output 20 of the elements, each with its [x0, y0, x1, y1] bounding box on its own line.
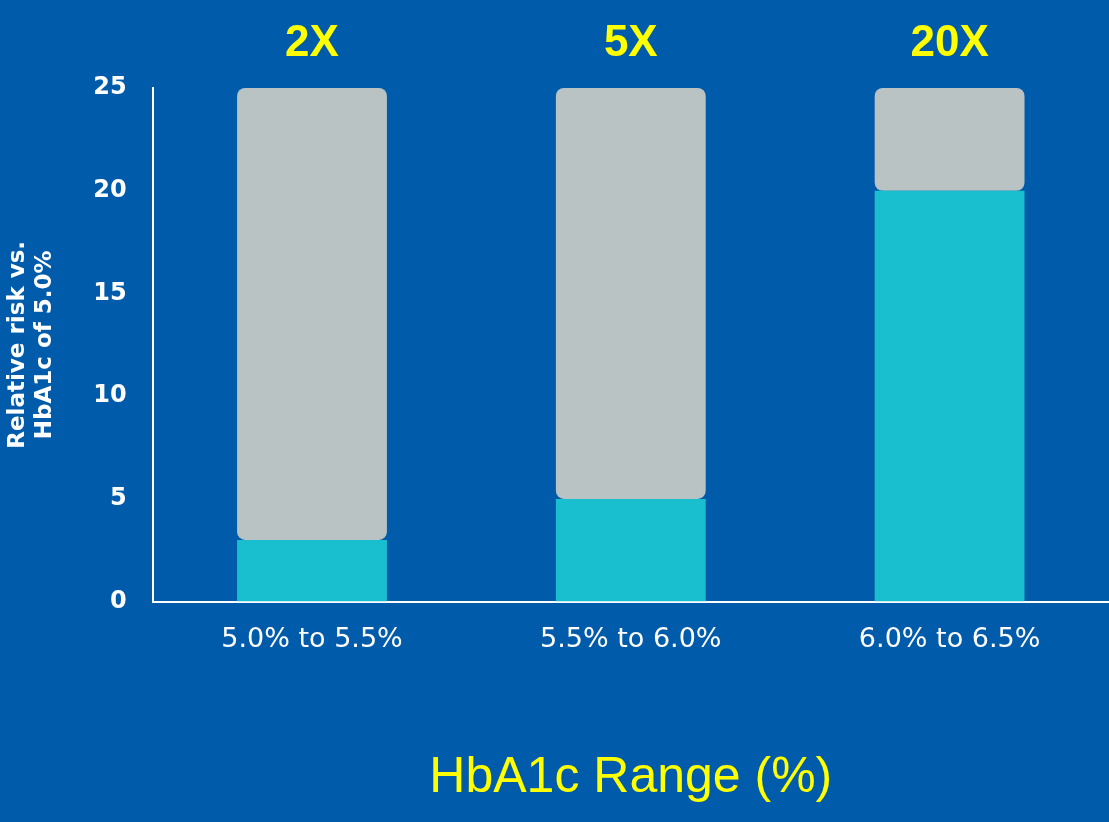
y-tick-label: 5 [109, 483, 127, 512]
bar [237, 88, 387, 540]
bar [555, 88, 706, 499]
bar [237, 539, 387, 602]
y-tick-label: 20 [93, 174, 127, 203]
text: 20X [910, 16, 989, 66]
text: 5X [603, 16, 658, 66]
x-tick-label: 5.5% to 6.0% [540, 621, 722, 653]
bar [874, 190, 1025, 602]
y-tick-label: 15 [93, 277, 127, 306]
y-axis-title: Relative risk vs. HbA1c of 5.0% [2, 240, 57, 449]
text: 2X [285, 16, 339, 66]
bar [874, 88, 1025, 191]
x-tick-label: 6.0% to 6.5% [858, 621, 1041, 653]
bar [555, 498, 706, 602]
y-tick-label: 25 [93, 72, 127, 101]
x-axis-title: HbA1c Range (%) [429, 746, 833, 803]
y-tick-label: 0 [109, 585, 127, 614]
x-tick-label: 5.0% to 5.5% [221, 621, 403, 653]
y-tick-label: 10 [93, 380, 127, 409]
